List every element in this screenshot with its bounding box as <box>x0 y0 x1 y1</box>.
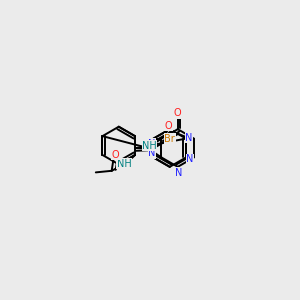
Text: NH: NH <box>117 159 131 169</box>
Text: O: O <box>165 121 172 131</box>
Text: Br: Br <box>164 134 175 144</box>
Text: N: N <box>148 148 156 158</box>
Text: N: N <box>185 133 193 142</box>
Text: N: N <box>186 154 194 164</box>
Text: NH: NH <box>142 140 157 151</box>
Text: O: O <box>174 108 182 118</box>
Text: O: O <box>112 150 119 160</box>
Text: N: N <box>175 168 182 178</box>
Text: N: N <box>148 139 156 148</box>
